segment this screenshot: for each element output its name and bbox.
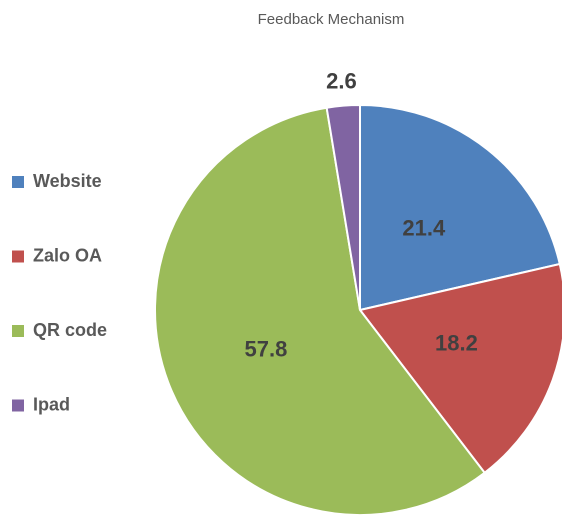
legend-label: Zalo OA bbox=[33, 245, 102, 265]
data-label: 18.2 bbox=[435, 331, 478, 356]
legend-label: Ipad bbox=[33, 394, 70, 414]
pie-slice bbox=[154, 106, 487, 516]
pie-slice bbox=[359, 103, 561, 312]
legend-swatch bbox=[12, 325, 24, 337]
pie-slice bbox=[325, 103, 361, 311]
chart-title: Feedback Mechanism bbox=[258, 11, 405, 28]
legend-label: QR code bbox=[33, 320, 107, 340]
data-label: 57.8 bbox=[245, 337, 288, 362]
legend-swatch bbox=[12, 399, 24, 412]
legend-label: Website bbox=[33, 171, 102, 191]
data-label: 2.6 bbox=[326, 69, 357, 94]
data-label: 21.4 bbox=[402, 216, 446, 241]
legend-swatch bbox=[12, 250, 24, 263]
pie-slice bbox=[358, 262, 562, 475]
legend-swatch bbox=[12, 176, 24, 188]
